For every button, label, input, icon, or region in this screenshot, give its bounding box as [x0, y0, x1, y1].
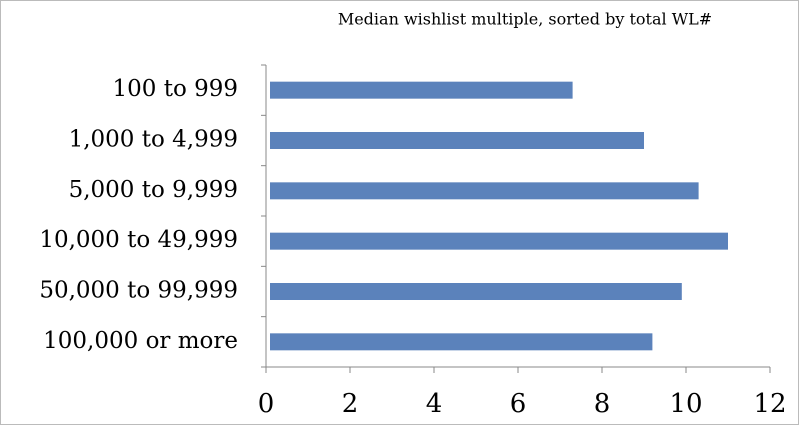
- x-tick-label: 4: [426, 389, 443, 419]
- x-tick-label: 0: [258, 389, 275, 419]
- x-tick-label: 12: [753, 389, 786, 419]
- bar: [270, 182, 699, 200]
- y-tick-label: 5,000 to 9,999: [69, 177, 238, 203]
- y-tick-label: 1,000 to 4,999: [69, 127, 238, 153]
- y-tick-label: 10,000 to 49,999: [39, 227, 238, 253]
- bar: [270, 132, 644, 149]
- bar: [270, 333, 653, 351]
- y-tick-label: 100 to 999: [112, 76, 238, 102]
- x-tick-label: 8: [594, 389, 611, 419]
- x-tick-label: 6: [510, 389, 527, 419]
- bar: [270, 232, 728, 250]
- chart-title: Median wishlist multiple, sorted by tota…: [338, 10, 712, 29]
- y-tick-label: 100,000 or more: [43, 328, 238, 354]
- x-tick-label: 10: [669, 389, 702, 419]
- bar: [270, 283, 682, 300]
- bar: [270, 81, 573, 99]
- y-tick-label: 50,000 to 99,999: [39, 278, 238, 304]
- x-tick-label: 2: [342, 389, 359, 419]
